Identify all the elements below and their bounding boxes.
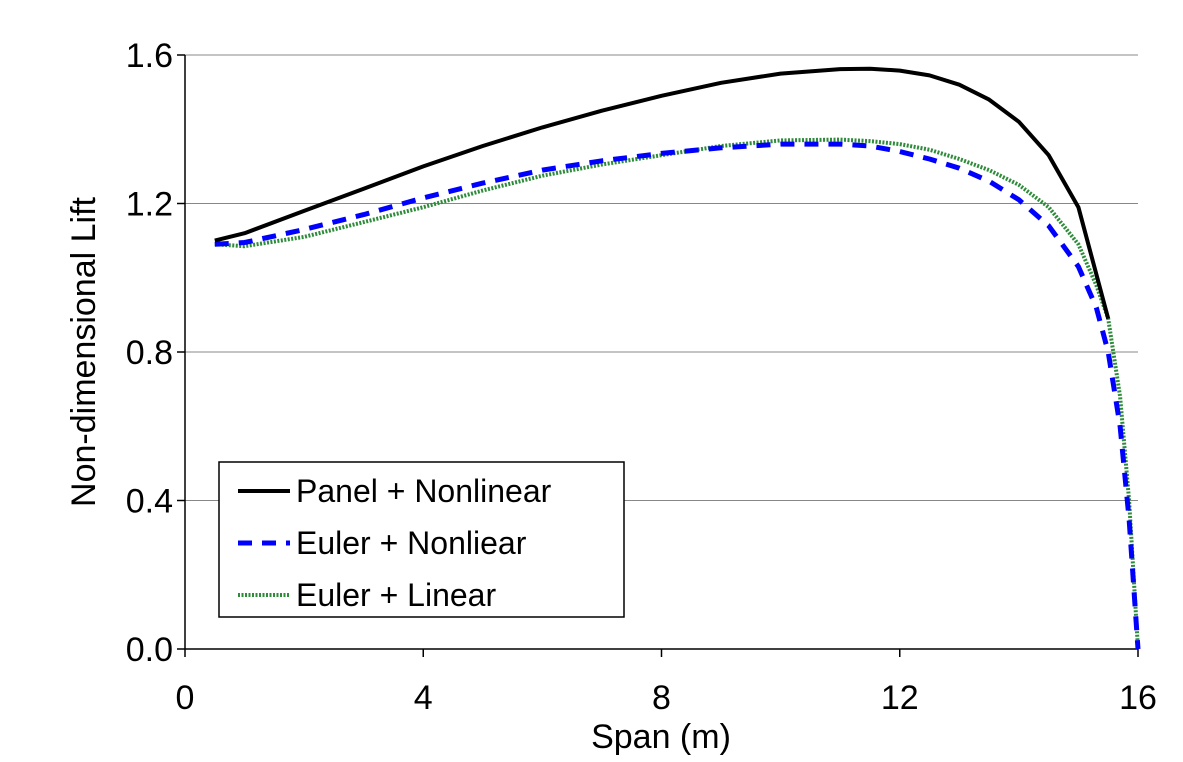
legend-label-2: Euler + Linear <box>296 577 496 613</box>
y-tick-label: 0.8 <box>126 334 173 372</box>
series-line-1 <box>214 141 1141 650</box>
y-tick-label: 0.0 <box>126 631 173 669</box>
x-ticks: 0 4 8 12 16 <box>176 649 1157 717</box>
x-tick-label: 8 <box>652 679 671 717</box>
gridlines <box>185 54 1138 501</box>
y-axis-title: Non-dimensional Lift <box>65 196 103 506</box>
x-tick-label: 0 <box>176 679 195 717</box>
y-tick-label: 1.6 <box>126 37 173 75</box>
series-line-2 <box>214 137 1140 650</box>
x-tick-label: 16 <box>1119 679 1157 717</box>
x-tick-label: 12 <box>881 679 919 717</box>
x-axis-title: Span (m) <box>591 718 731 756</box>
legend-label-1: Euler + Nonliear <box>296 525 527 561</box>
y-tick-label: 1.2 <box>126 186 173 224</box>
x-tick-label: 4 <box>414 679 433 717</box>
legend: Panel + Nonlinear Euler + Nonliear Euler +… <box>218 461 625 618</box>
legend-label-0: Panel + Nonlinear <box>296 473 552 509</box>
legend-box <box>218 461 625 618</box>
series-line-0 <box>214 66 1111 320</box>
y-ticks: 0.0 0.4 0.8 1.2 1.6 <box>126 37 185 669</box>
y-tick-label: 0.4 <box>126 483 173 521</box>
series-lines <box>214 66 1141 650</box>
